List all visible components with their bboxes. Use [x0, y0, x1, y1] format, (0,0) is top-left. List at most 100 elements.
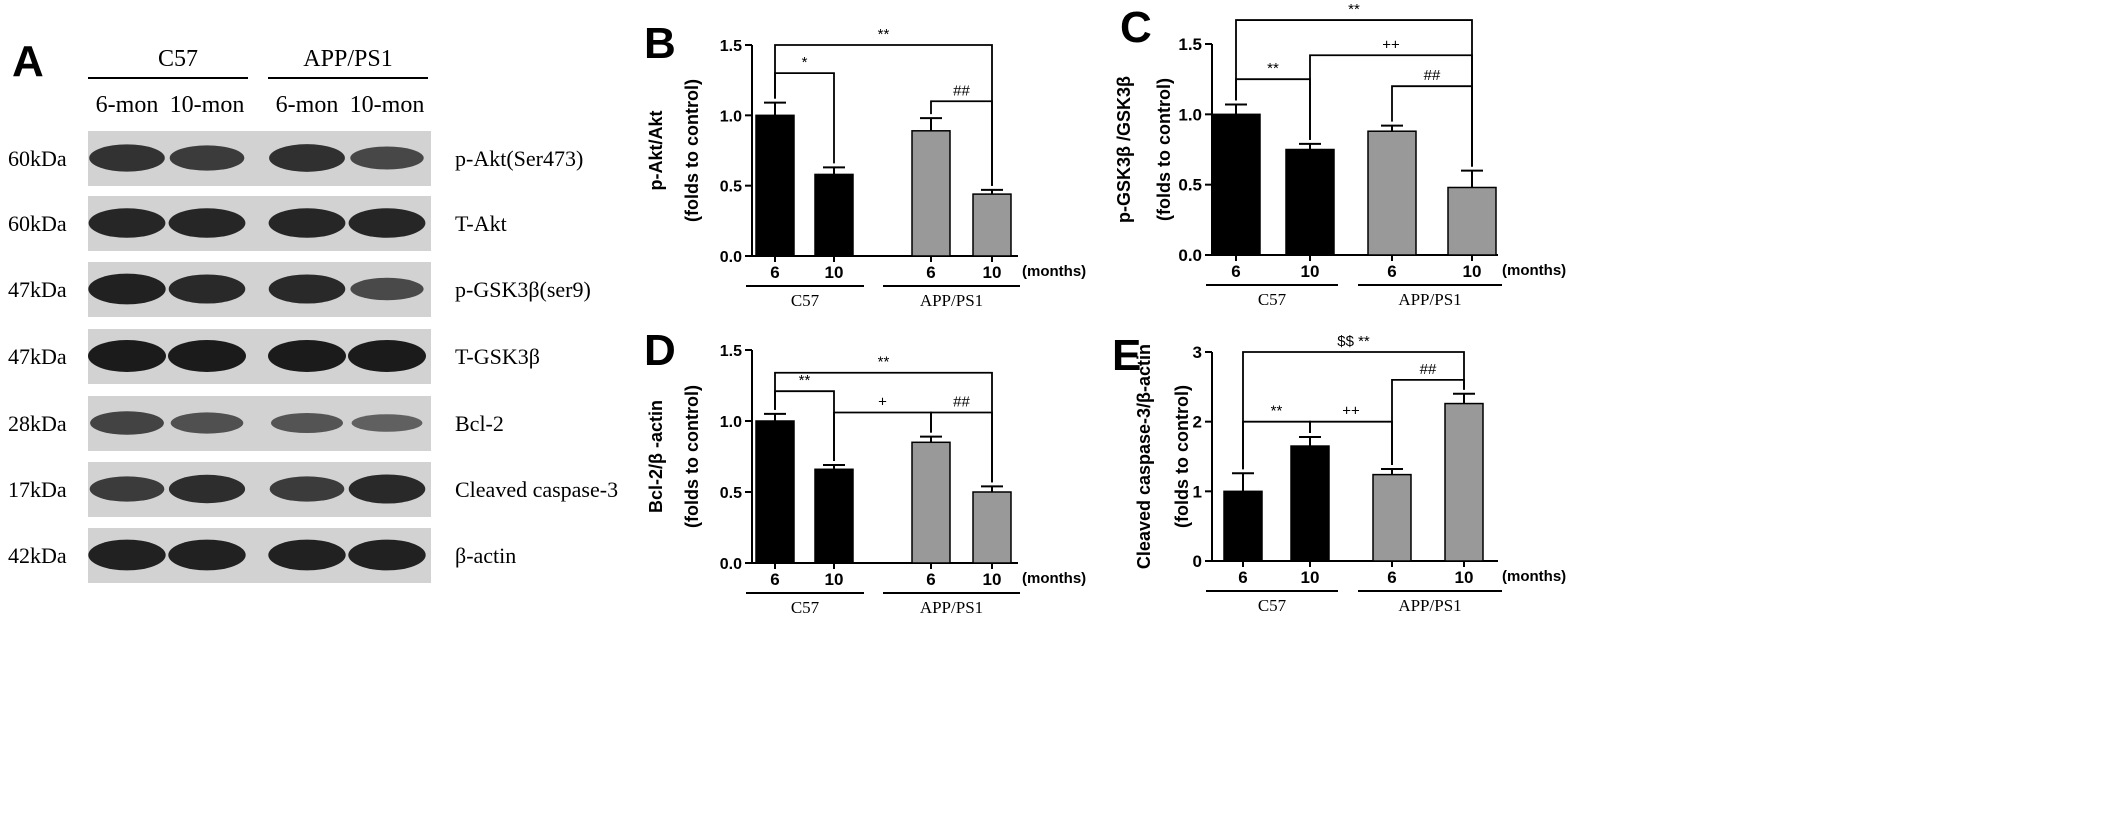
lane-label: 6-mon	[276, 92, 339, 118]
x-tick-label: 6	[926, 263, 935, 282]
lane-label: 10-mon	[350, 92, 425, 118]
kda-label: 47kDa	[8, 344, 67, 369]
y-tick-label: 0.5	[720, 485, 742, 502]
bar	[814, 173, 854, 257]
protein-band	[88, 273, 166, 305]
x-tick-label: 10	[1301, 262, 1320, 281]
bar	[1290, 445, 1330, 562]
x-tick-label: 10	[983, 263, 1002, 282]
y-tick-label: 1.0	[720, 414, 742, 431]
y-axis-label: p-GSK3β /GSK3β	[1114, 76, 1134, 223]
significance-label: ++	[1382, 36, 1400, 53]
protein-band	[168, 208, 246, 238]
significance-label: **	[1271, 403, 1283, 420]
bar	[755, 420, 795, 564]
y-axis-label: (folds to control)	[682, 79, 702, 222]
significance-label: **	[799, 372, 811, 389]
bar	[814, 468, 854, 564]
protein-band	[348, 208, 426, 238]
x-tick-label: 10	[1463, 262, 1482, 281]
panel-a-western-blot: A C57 APP/PS1 6-mon 10-mon 6-mon 10-mon …	[8, 37, 618, 583]
y-tick-label: 0.0	[1178, 246, 1202, 265]
significance-label: **	[878, 354, 890, 371]
bar	[972, 193, 1012, 257]
significance-label: ##	[953, 393, 970, 410]
bar	[911, 441, 951, 564]
y-tick-label: 1	[1193, 482, 1202, 501]
protein-band	[168, 340, 246, 372]
y-axis-label: Cleaved caspase-3/β-actin	[1134, 344, 1154, 569]
x-tick-label: 6	[770, 263, 779, 282]
significance-label: +	[878, 393, 887, 410]
y-tick-label: 0.0	[720, 249, 742, 266]
protein-band	[268, 539, 346, 571]
significance-label: ##	[1424, 67, 1441, 84]
x-unit-label: (months)	[1022, 570, 1086, 587]
blot-rows: 60kDa p-Akt(Ser473) 60kDa T-Akt 47kDa p-GSK3β…	[8, 131, 618, 583]
x-unit-label: (months)	[1502, 262, 1566, 279]
y-axis-label: Bcl-2/β -actin	[646, 400, 666, 513]
x-unit-label: (months)	[1502, 568, 1566, 585]
x-tick-label: 6	[1231, 262, 1240, 281]
x-unit-label: (months)	[1022, 263, 1086, 280]
protein-label: β-actin	[455, 543, 516, 568]
protein-label: Bcl-2	[455, 411, 504, 436]
group-label: APP/PS1	[920, 291, 983, 310]
x-tick-label: 6	[1387, 262, 1396, 281]
x-tick-label: 10	[825, 263, 844, 282]
x-tick-label: 10	[825, 570, 844, 589]
significance-bracket	[774, 371, 993, 483]
panel-d-chart: D Bcl-2/β -actin (folds to control) 0.0 0.5 1…	[644, 326, 1086, 617]
significance-bracket	[1235, 19, 1473, 167]
protein-band	[348, 539, 426, 571]
y-axis-label: (folds to control)	[682, 385, 702, 528]
y-tick-label: 1.0	[720, 108, 742, 125]
group-label: C57	[1258, 596, 1287, 615]
significance-label: ++	[1342, 403, 1360, 420]
y-tick-label: 0.5	[720, 179, 742, 196]
protein-band	[268, 208, 346, 238]
y-tick-label: 1.5	[720, 38, 742, 55]
bar	[1372, 473, 1412, 562]
protein-band	[88, 208, 166, 238]
group-label-c57: C57	[158, 46, 198, 72]
panel-b-chart: Bp-Akt/Akt (folds to control) 0.0 0.5 1.0 1.5…	[644, 19, 1086, 310]
bar	[1223, 490, 1263, 562]
significance-bracket	[1242, 351, 1465, 470]
protein-band	[168, 474, 246, 504]
protein-band	[88, 539, 166, 571]
protein-label: Cleaved caspase-3	[455, 477, 618, 502]
protein-band	[350, 277, 424, 301]
group-label: C57	[1258, 290, 1287, 309]
significance-label: **	[1267, 60, 1279, 77]
x-tick-label: 10	[1455, 568, 1474, 587]
panel-c-chart: Cp-GSK3β /GSK3β (folds to control) 0.0 0.5 1…	[1114, 1, 1566, 309]
significance-label: *	[802, 54, 808, 71]
protein-label: T-GSK3β	[455, 344, 540, 369]
kda-label: 60kDa	[8, 146, 67, 171]
y-axis-label: p-Akt/Akt	[646, 110, 666, 190]
bar	[755, 114, 795, 257]
panel-letter: C	[1120, 3, 1152, 52]
protein-band	[168, 539, 246, 571]
protein-band	[89, 144, 165, 172]
protein-label: p-GSK3β(ser9)	[455, 277, 591, 302]
kda-label: 42kDa	[8, 543, 67, 568]
y-axis-label: (folds to control)	[1154, 78, 1174, 221]
protein-band	[168, 274, 246, 304]
significance-label: ##	[1420, 361, 1437, 378]
x-tick-label: 6	[770, 570, 779, 589]
bar	[1444, 402, 1484, 562]
protein-band	[269, 476, 345, 502]
significance-label: ##	[953, 82, 970, 99]
panel-letter: B	[644, 19, 676, 68]
protein-band	[269, 144, 345, 172]
panel-letter: E	[1112, 331, 1141, 380]
bar	[911, 130, 951, 257]
significance-label: **	[1348, 1, 1360, 18]
group-label: APP/PS1	[1398, 290, 1461, 309]
protein-band	[89, 476, 165, 502]
kda-label: 17kDa	[8, 477, 67, 502]
bar	[972, 491, 1012, 564]
